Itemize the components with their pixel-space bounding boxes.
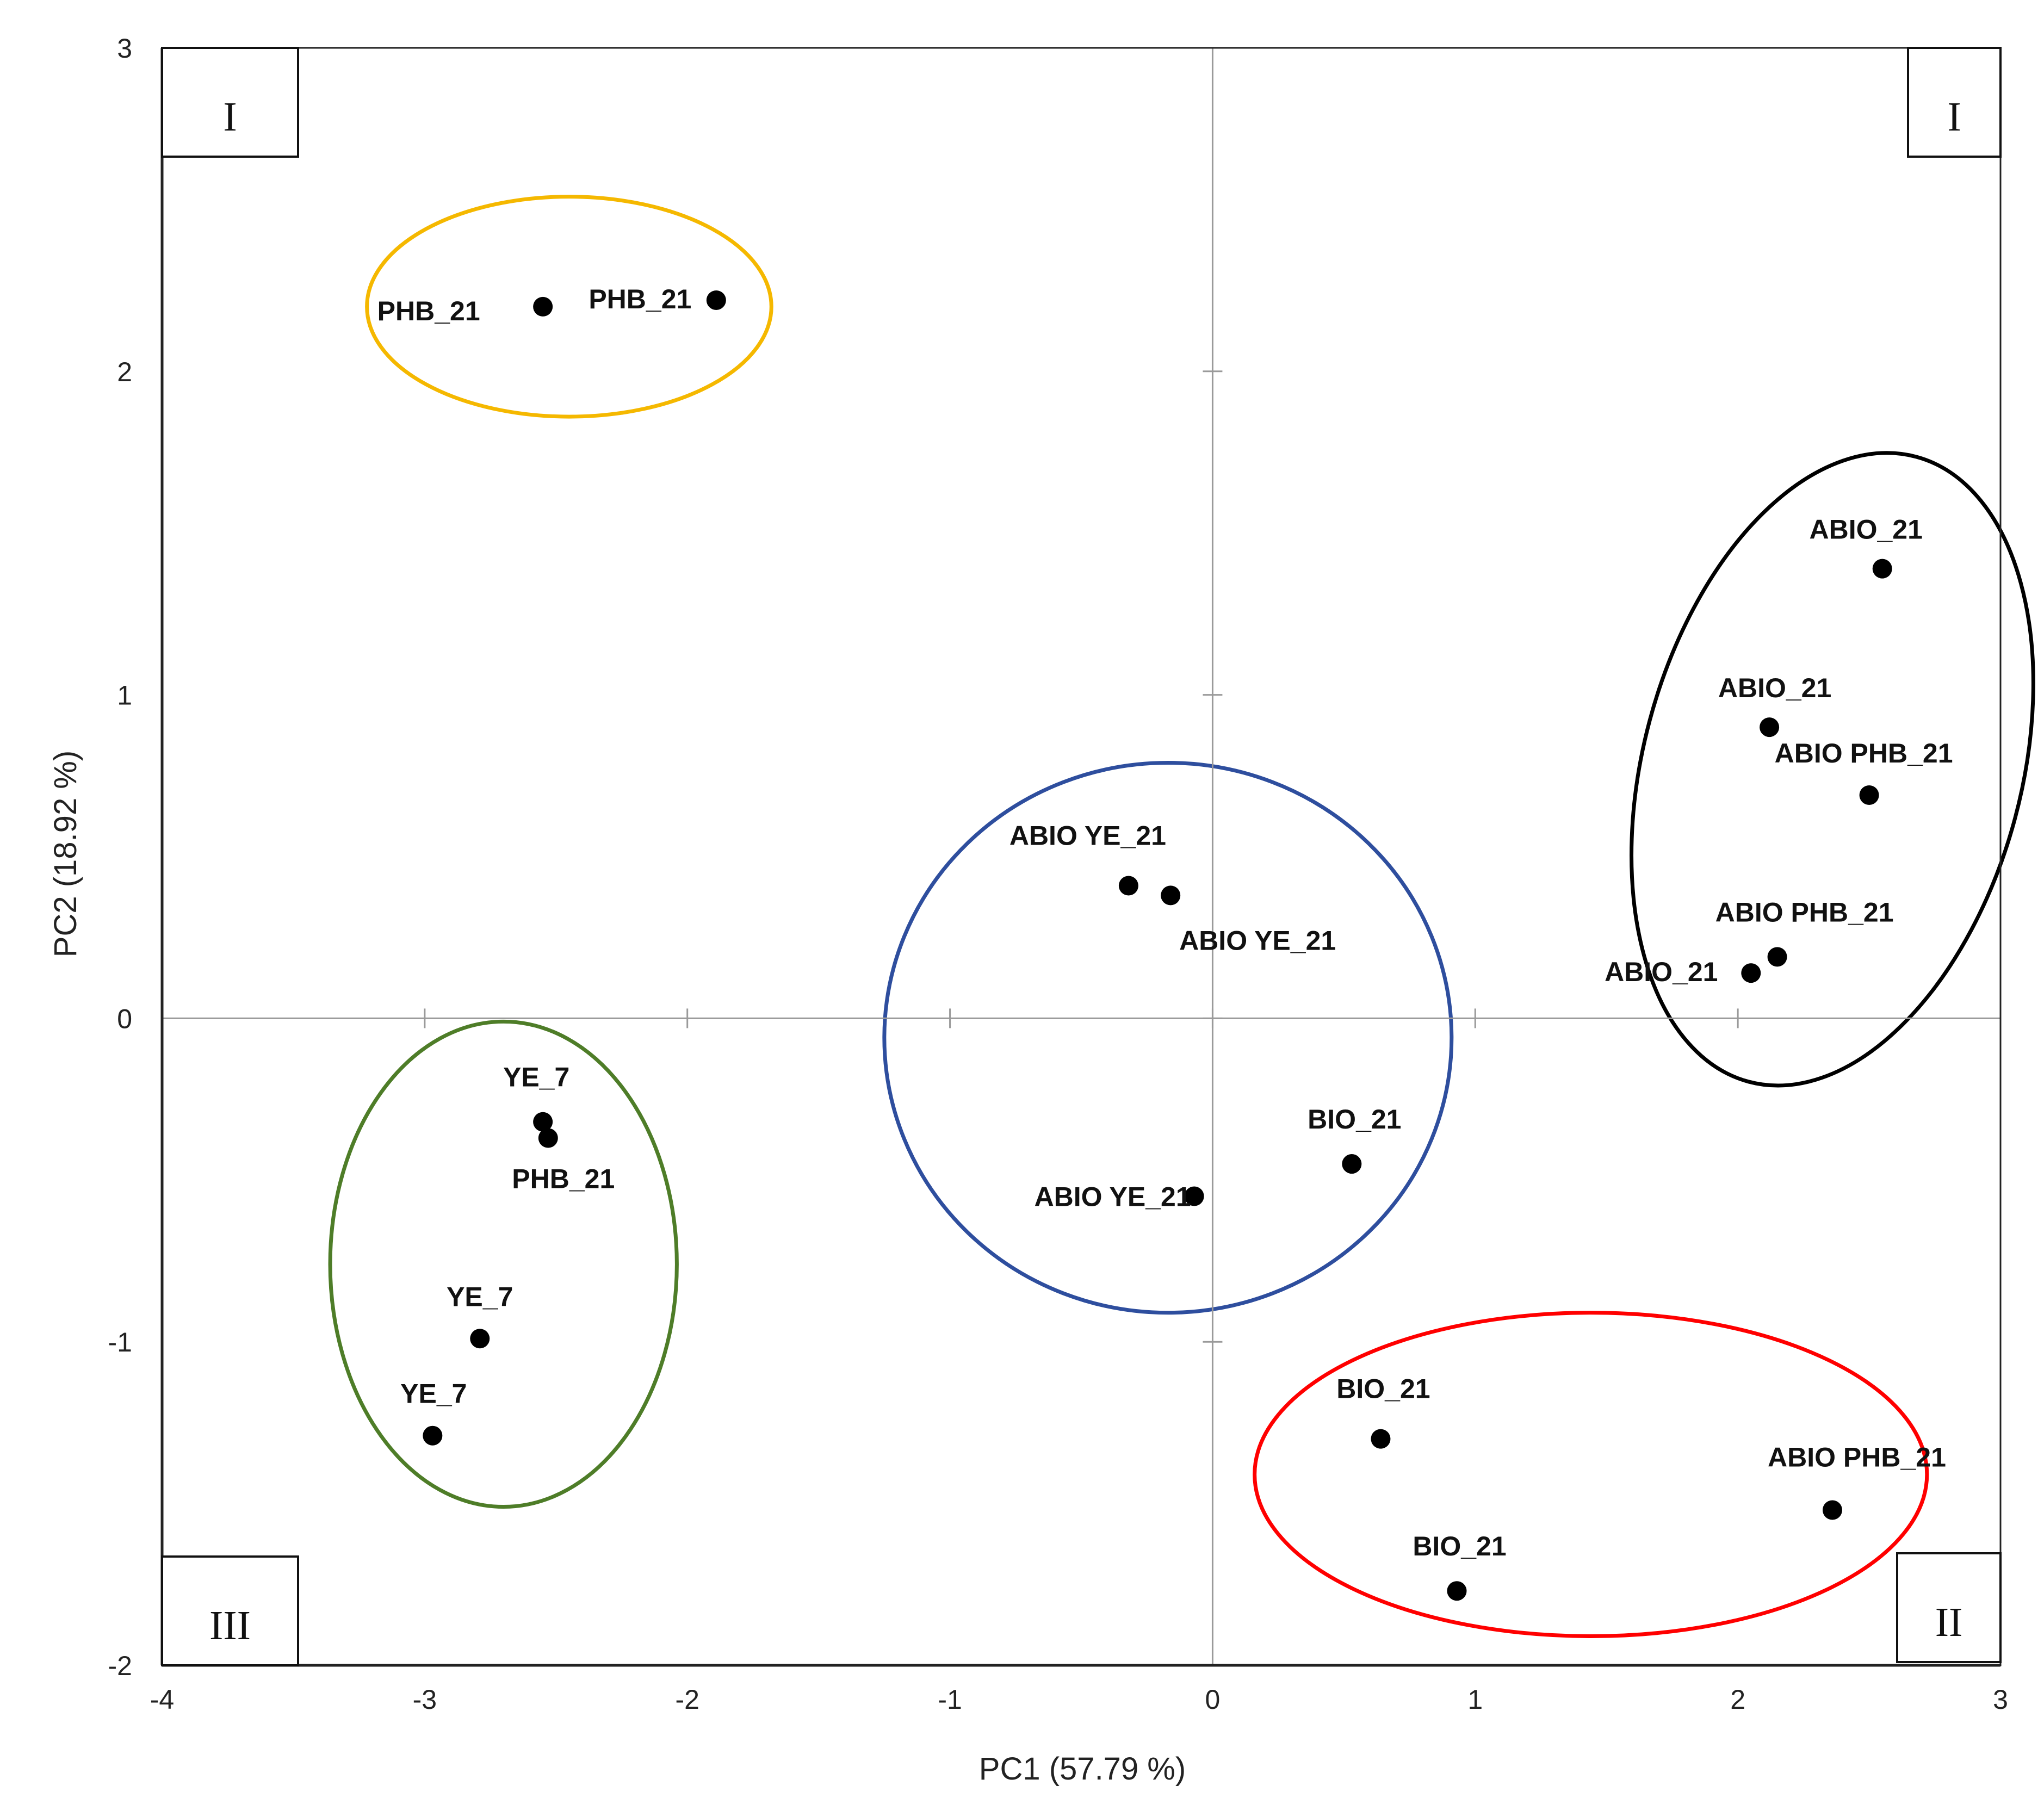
cluster-ellipse bbox=[328, 1019, 679, 1509]
x-tick-label: 0 bbox=[1205, 1684, 1221, 1715]
point-label: PHB_21 bbox=[512, 1163, 615, 1194]
y-tick-label: 1 bbox=[117, 680, 132, 711]
point-label: BIO_21 bbox=[1308, 1104, 1401, 1135]
data-point bbox=[538, 1128, 558, 1148]
y-axis-title: PC2 (18.92 %) bbox=[48, 751, 83, 957]
data-point bbox=[1767, 947, 1787, 967]
point-label: ABIO_21 bbox=[1605, 957, 1718, 987]
data-point bbox=[1184, 1186, 1204, 1206]
x-tick-label: -3 bbox=[413, 1684, 437, 1715]
y-tick-label: 2 bbox=[117, 357, 132, 387]
point-label: YE_7 bbox=[447, 1281, 513, 1312]
quadrant-label-box bbox=[161, 47, 299, 158]
cluster-ellipse bbox=[365, 195, 773, 419]
point-label: ABIO_21 bbox=[1718, 673, 1831, 703]
y-tick-label: 0 bbox=[117, 1003, 132, 1034]
point-label: BIO_21 bbox=[1336, 1374, 1430, 1404]
data-point bbox=[1872, 559, 1892, 579]
quadrant-label: III bbox=[209, 1603, 251, 1648]
data-point bbox=[1741, 963, 1761, 983]
data-point bbox=[533, 1112, 553, 1132]
point-label: PHB_21 bbox=[589, 284, 691, 314]
data-point bbox=[1760, 717, 1780, 737]
data-point bbox=[1371, 1429, 1391, 1449]
y-tick-label: 3 bbox=[117, 33, 132, 64]
quadrant-label-box bbox=[1907, 47, 2002, 158]
cluster-ellipse bbox=[882, 761, 1454, 1315]
point-label: ABIO_21 bbox=[1809, 514, 1922, 545]
data-points bbox=[423, 290, 1892, 1601]
point-label: ABIO PHB_21 bbox=[1775, 738, 1953, 768]
point-label: ABIO YE_21 bbox=[1009, 821, 1166, 851]
data-point bbox=[1447, 1581, 1467, 1601]
quadrant-label: II bbox=[1935, 1600, 1963, 1645]
data-point bbox=[1822, 1500, 1842, 1520]
data-point bbox=[533, 296, 553, 317]
x-tick-label: -2 bbox=[675, 1684, 699, 1715]
axes: -4 -3 -2 -1 0 1 2 3 -2 -1 0 1 2 3 bbox=[108, 33, 2008, 1715]
x-tick-label: 3 bbox=[1993, 1684, 2008, 1715]
point-label: ABIO YE_21 bbox=[1035, 1182, 1191, 1212]
data-point bbox=[706, 290, 726, 310]
cluster-ellipse bbox=[1630, 451, 2035, 1088]
data-point bbox=[1118, 876, 1138, 896]
quadrant-label: I bbox=[1947, 94, 1961, 140]
quadrant-label-box bbox=[161, 1555, 299, 1666]
y-tick-label: -1 bbox=[108, 1327, 132, 1357]
data-point bbox=[423, 1425, 443, 1446]
data-point bbox=[1859, 785, 1879, 805]
x-tick-label: 1 bbox=[1467, 1684, 1483, 1715]
quadrant-label: I bbox=[223, 94, 237, 140]
x-tick-label: 2 bbox=[1730, 1684, 1745, 1715]
cluster-ellipse bbox=[1253, 1311, 1929, 1638]
point-label: YE_7 bbox=[400, 1379, 467, 1409]
point-label: ABIO YE_21 bbox=[1179, 925, 1336, 956]
point-label: ABIO PHB_21 bbox=[1768, 1442, 1946, 1472]
data-point bbox=[470, 1329, 490, 1349]
quadrant-label-box bbox=[1896, 1552, 2002, 1663]
point-label: BIO_21 bbox=[1413, 1531, 1506, 1561]
x-tick-label: -4 bbox=[150, 1684, 174, 1715]
point-label: ABIO PHB_21 bbox=[1715, 897, 1894, 927]
data-point bbox=[1342, 1154, 1362, 1174]
y-tick-label: -2 bbox=[108, 1651, 132, 1681]
cluster-ellipses bbox=[328, 195, 2035, 1638]
point-label: YE_7 bbox=[503, 1062, 569, 1093]
point-labels: PHB_21 PHB_21 ABIO_21 ABIO_21 ABIO PHB_21 ABI… bbox=[377, 284, 1953, 1561]
x-axis-title: PC1 (57.79 %) bbox=[979, 1751, 1186, 1787]
point-label: PHB_21 bbox=[377, 296, 480, 326]
x-tick-label: -1 bbox=[938, 1684, 962, 1715]
data-point bbox=[1161, 885, 1181, 906]
